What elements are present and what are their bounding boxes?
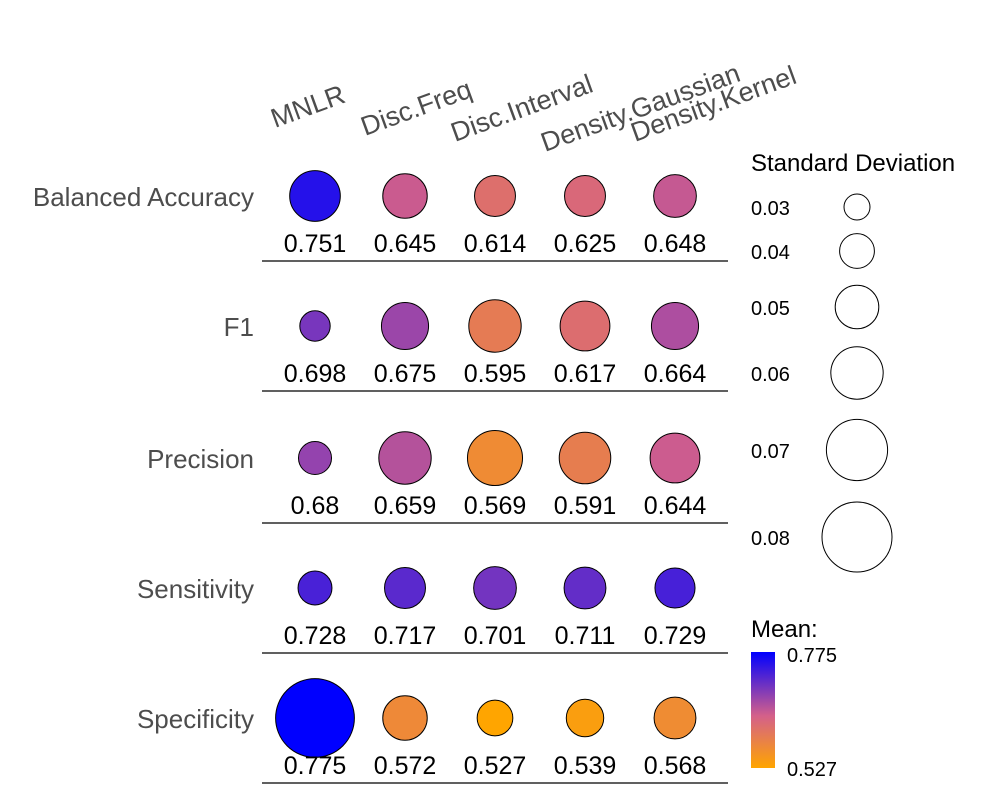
size-legend-circle	[830, 346, 884, 400]
value-label: 0.572	[374, 752, 437, 780]
bubble	[297, 570, 333, 606]
metric-rows: Balanced Accuracy 0.751 0.645 0.614 0.625 0.6…	[33, 170, 728, 784]
value-label: 0.568	[644, 752, 707, 780]
size-legend-title: Standard Deviation	[751, 150, 955, 177]
color-legend-max-label: 0.775	[787, 645, 837, 667]
color-legend: Mean: 0.775 0.527	[751, 616, 837, 781]
bubble	[564, 175, 606, 217]
row-label: Specificity	[137, 704, 254, 734]
bubble	[654, 567, 696, 609]
value-label: 0.591	[554, 492, 617, 520]
bubble	[382, 695, 428, 741]
size-legend-circle	[834, 284, 880, 330]
value-label: 0.68	[291, 492, 340, 520]
value-label: 0.645	[374, 230, 437, 258]
value-label: 0.625	[554, 230, 617, 258]
row-label: Precision	[147, 444, 254, 474]
bubble	[476, 699, 514, 737]
value-label: 0.717	[374, 622, 437, 650]
value-label: 0.728	[284, 622, 347, 650]
metric-row: Precision 0.68 0.659 0.569 0.591 0.644	[147, 429, 728, 524]
size-legend-circle	[839, 233, 875, 269]
bubble	[653, 696, 697, 740]
size-legend-label: 0.08	[751, 528, 790, 550]
bubble	[275, 678, 355, 758]
metric-row: F1 0.698 0.675 0.595 0.617 0.664	[224, 299, 728, 392]
color-gradient-bar	[751, 652, 775, 768]
value-label: 0.675	[374, 360, 437, 388]
value-label: 0.539	[554, 752, 617, 780]
bubble	[466, 429, 524, 487]
value-label: 0.729	[644, 622, 707, 650]
metric-row: Specificity 0.775 0.572 0.527 0.539 0.568	[137, 678, 728, 784]
row-label: Sensitivity	[137, 574, 254, 604]
row-label: F1	[224, 312, 254, 342]
size-legend: Standard Deviation 0.03 0.04 0.05 0.06 0.07 0…	[751, 150, 955, 573]
value-label: 0.648	[644, 230, 707, 258]
bubble	[650, 301, 700, 351]
value-label: 0.644	[644, 492, 707, 520]
bubble	[559, 300, 611, 352]
bubble	[384, 567, 426, 609]
column-labels: MNLR Disc.FreqDisc.IntervalDensity.Gaussi…	[267, 58, 800, 158]
value-label: 0.698	[284, 360, 347, 388]
value-label: 0.527	[464, 752, 527, 780]
bubble	[378, 431, 432, 485]
size-legend-label: 0.03	[751, 198, 790, 220]
color-legend-title: Mean:	[751, 616, 818, 643]
row-label: Balanced Accuracy	[33, 182, 254, 212]
value-label: 0.659	[374, 492, 437, 520]
size-legend-circle	[843, 193, 871, 221]
color-legend-min-label: 0.527	[787, 759, 837, 781]
bubble	[474, 175, 516, 217]
value-label: 0.664	[644, 360, 707, 388]
value-label: 0.775	[284, 752, 347, 780]
bubble	[473, 566, 517, 610]
value-label: 0.711	[555, 622, 616, 650]
metric-row: Balanced Accuracy 0.751 0.645 0.614 0.625 0.6…	[33, 170, 728, 262]
value-label: 0.614	[464, 230, 527, 258]
bubble	[468, 299, 522, 353]
size-legend-label: 0.05	[751, 298, 790, 320]
bubble	[649, 432, 701, 484]
size-legend-circle	[825, 418, 889, 482]
value-label: 0.701	[464, 622, 527, 650]
bubble	[565, 698, 605, 738]
size-legend-label: 0.06	[751, 364, 790, 386]
bubble	[299, 310, 331, 342]
size-legend-label: 0.04	[751, 242, 790, 264]
bubble	[382, 173, 428, 219]
bubble	[653, 174, 697, 218]
bubble	[558, 431, 612, 485]
size-legend-label: 0.07	[751, 441, 790, 463]
value-label: 0.617	[554, 360, 617, 388]
value-label: 0.569	[464, 492, 527, 520]
bubble	[563, 566, 607, 610]
bubble	[380, 301, 430, 351]
bubble	[289, 170, 341, 222]
value-label: 0.595	[464, 360, 527, 388]
value-label: 0.751	[284, 230, 347, 258]
bubble	[297, 440, 333, 476]
metric-row: Sensitivity 0.728 0.717 0.701 0.711 0.729	[137, 566, 728, 654]
column-label-0: MNLR	[267, 79, 349, 133]
size-legend-circle	[821, 501, 893, 573]
